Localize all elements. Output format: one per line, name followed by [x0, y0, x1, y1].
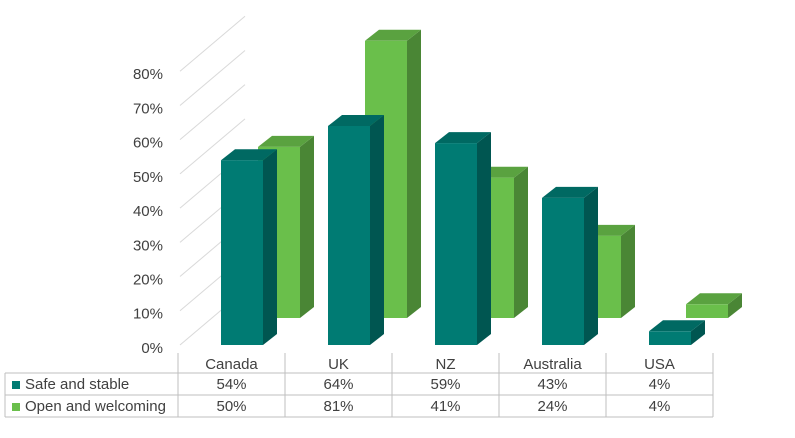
table-value: 59% — [430, 376, 460, 393]
bar-side — [584, 186, 598, 345]
bar — [221, 160, 263, 345]
bar-top — [542, 186, 598, 198]
x-tick-label: Canada — [205, 356, 258, 373]
grid-line — [179, 84, 246, 141]
legend-key — [12, 403, 20, 411]
y-tick-label: 50% — [133, 169, 163, 186]
x-tick-label: NZ — [436, 356, 456, 373]
bar-top — [435, 132, 491, 144]
bar — [649, 331, 691, 345]
legend-label: Open and welcoming — [25, 398, 166, 415]
legend-label: Safe and stable — [25, 376, 129, 393]
x-tick-label: UK — [328, 356, 349, 373]
bar-side — [514, 166, 528, 318]
bar-side — [370, 114, 384, 345]
y-tick-label: 30% — [133, 237, 163, 254]
table-value: 4% — [649, 376, 671, 393]
y-tick-label: 70% — [133, 100, 163, 117]
bar-top — [649, 320, 705, 332]
bar — [542, 197, 584, 345]
bar — [435, 143, 477, 345]
grid-line — [179, 118, 246, 175]
bar-side — [621, 224, 635, 318]
grid-line — [179, 50, 246, 106]
bar-side — [263, 149, 277, 345]
y-tick-label: 0% — [141, 340, 163, 357]
table-value: 50% — [216, 398, 246, 415]
bar-top — [686, 293, 742, 305]
bar-side — [300, 135, 314, 318]
y-tick-label: 80% — [133, 66, 163, 83]
table-value: 54% — [216, 376, 246, 393]
bar-side — [407, 29, 421, 319]
bar-top — [328, 114, 384, 126]
bar-side — [477, 132, 491, 345]
bar-side — [691, 320, 705, 345]
y-tick-label: 40% — [133, 203, 163, 220]
bar-top — [365, 29, 421, 41]
table-value: 41% — [430, 398, 460, 415]
bar — [328, 125, 370, 345]
y-tick-label: 20% — [133, 272, 163, 289]
bar — [686, 304, 728, 318]
bar-top — [221, 149, 277, 161]
table-value: 4% — [649, 398, 671, 415]
x-tick-label: USA — [644, 356, 675, 373]
x-tick-label: Australia — [523, 356, 582, 373]
legend-key — [12, 381, 20, 389]
table-value: 81% — [323, 398, 353, 415]
grid-line — [179, 15, 246, 72]
table-value: 64% — [323, 376, 353, 393]
table-value: 24% — [537, 398, 567, 415]
y-tick-label: 60% — [133, 135, 163, 152]
table-value: 43% — [537, 376, 567, 393]
y-tick-label: 10% — [133, 306, 163, 323]
bar-top — [258, 135, 314, 147]
bar-side — [728, 293, 742, 318]
